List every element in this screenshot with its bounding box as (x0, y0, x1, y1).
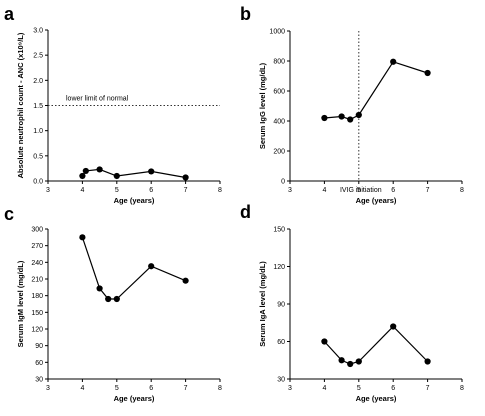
x-tick-label: 7 (184, 385, 188, 392)
x-tick-label: 3 (288, 187, 292, 194)
y-axis-title: Serum IgG level (mg/dL) (258, 62, 267, 149)
data-point (424, 358, 431, 365)
reference-line-label: lower limit of normal (66, 96, 129, 103)
y-tick-label: 200 (273, 149, 285, 156)
data-point (338, 113, 345, 120)
x-tick-label: 6 (391, 385, 395, 392)
x-tick-label: 5 (115, 187, 119, 194)
y-tick-label: 1.0 (33, 128, 43, 135)
x-axis-title: Age (years) (114, 394, 155, 403)
y-tick-label: 30 (277, 377, 285, 384)
data-point (355, 358, 362, 365)
data-point (182, 174, 189, 181)
y-tick-label: 150 (273, 227, 285, 234)
y-tick-label: 120 (31, 327, 43, 334)
x-tick-label: 5 (115, 385, 119, 392)
y-tick-label: 2.0 (33, 78, 43, 85)
x-tick-label: 8 (460, 187, 464, 194)
panel-c: c 30 60 90 120 150 180 210 240 270 300 3 4 5 6 7 8 Age (y… (4, 204, 222, 403)
data-point (113, 295, 120, 303)
data-point (321, 114, 328, 122)
x-tick-label: 6 (391, 187, 395, 194)
y-tick-label: 180 (31, 293, 43, 300)
x-tick-label: 3 (46, 187, 50, 194)
panel-d: d 30 60 90 120 150 3 4 5 6 7 8 Age (years) Serum IgA … (240, 202, 464, 403)
data-point (338, 357, 345, 364)
x-tick-label: 8 (218, 187, 222, 194)
x-tick-label: 8 (218, 385, 222, 392)
x-axis-title: Age (years) (114, 196, 155, 205)
panel-a: a 0.0 0.5 1.0 1.5 2.0 2.5 3.0 3 4 5 6 7 8 Age (years) A… (4, 4, 222, 205)
y-tick-label: 800 (273, 59, 285, 66)
series-line (324, 61, 428, 121)
y-tick-label: 150 (31, 310, 43, 317)
x-tick-label: 3 (288, 385, 292, 392)
x-tick-label: 5 (357, 385, 361, 392)
data-point (79, 234, 86, 241)
y-axis-title: Absolute neutrophil count - ANC (x10⁹/L) (16, 32, 25, 178)
data-point (82, 167, 89, 175)
y-tick-label: 2.5 (33, 53, 43, 60)
data-point (113, 172, 120, 180)
data-point (105, 295, 112, 303)
data-point (182, 277, 189, 284)
y-axis-title: Serum IgA level (mg/dL) (258, 261, 267, 347)
y-tick-label: 1000 (269, 29, 285, 36)
y-tick-label: 270 (31, 243, 43, 250)
panel-letter: b (240, 4, 251, 24)
y-tick-label: 0.5 (33, 153, 43, 160)
data-point (96, 166, 103, 173)
data-point (79, 172, 86, 180)
data-point (148, 168, 155, 175)
data-point (321, 338, 328, 345)
y-tick-label: 90 (277, 302, 285, 309)
x-tick-label: 8 (460, 385, 464, 392)
data-point (347, 360, 354, 368)
data-point (355, 111, 362, 119)
x-axis-title: Age (years) (356, 196, 397, 205)
y-tick-label: 120 (273, 264, 285, 271)
y-tick-label: 600 (273, 89, 285, 96)
reference-line-label: IVIG initiation (340, 187, 382, 194)
y-tick-label: 60 (277, 339, 285, 346)
y-tick-label: 1.5 (33, 103, 43, 110)
y-axis-title: Serum IgM level (mg/dL) (16, 260, 25, 347)
data-point (148, 263, 155, 270)
panel-b: b 0 200 400 600 800 1000 3 4 5 6 7 8 Age (years) Serum… (240, 4, 464, 205)
x-tick-label: 6 (149, 187, 153, 194)
x-tick-label: 6 (149, 385, 153, 392)
series-line (81, 237, 186, 300)
x-tick-label: 4 (322, 385, 326, 392)
data-point (347, 116, 354, 123)
x-tick-label: 7 (426, 187, 430, 194)
y-tick-label: 3.0 (33, 28, 43, 35)
x-tick-label: 4 (80, 385, 84, 392)
series-line (323, 325, 429, 365)
y-tick-label: 0 (281, 179, 285, 186)
panel-letter: c (4, 204, 14, 224)
y-tick-label: 0.0 (33, 179, 43, 186)
y-tick-label: 90 (35, 343, 43, 350)
data-point (96, 285, 103, 292)
x-axis-title: Age (years) (356, 394, 397, 403)
panel-letter: a (4, 4, 15, 24)
x-tick-label: 7 (426, 385, 430, 392)
y-tick-label: 300 (31, 227, 43, 234)
y-tick-label: 210 (31, 277, 43, 284)
x-tick-label: 3 (46, 385, 50, 392)
panel-letter: d (240, 202, 251, 222)
x-tick-label: 4 (322, 187, 326, 194)
y-tick-label: 400 (273, 119, 285, 126)
data-point (390, 323, 397, 330)
data-point (424, 69, 431, 77)
x-tick-label: 4 (80, 187, 84, 194)
x-tick-label: 5 (357, 187, 361, 194)
y-tick-label: 30 (35, 377, 43, 384)
y-tick-label: 240 (31, 260, 43, 267)
data-point (390, 58, 397, 65)
y-tick-label: 60 (35, 360, 43, 367)
x-tick-label: 7 (184, 187, 188, 194)
